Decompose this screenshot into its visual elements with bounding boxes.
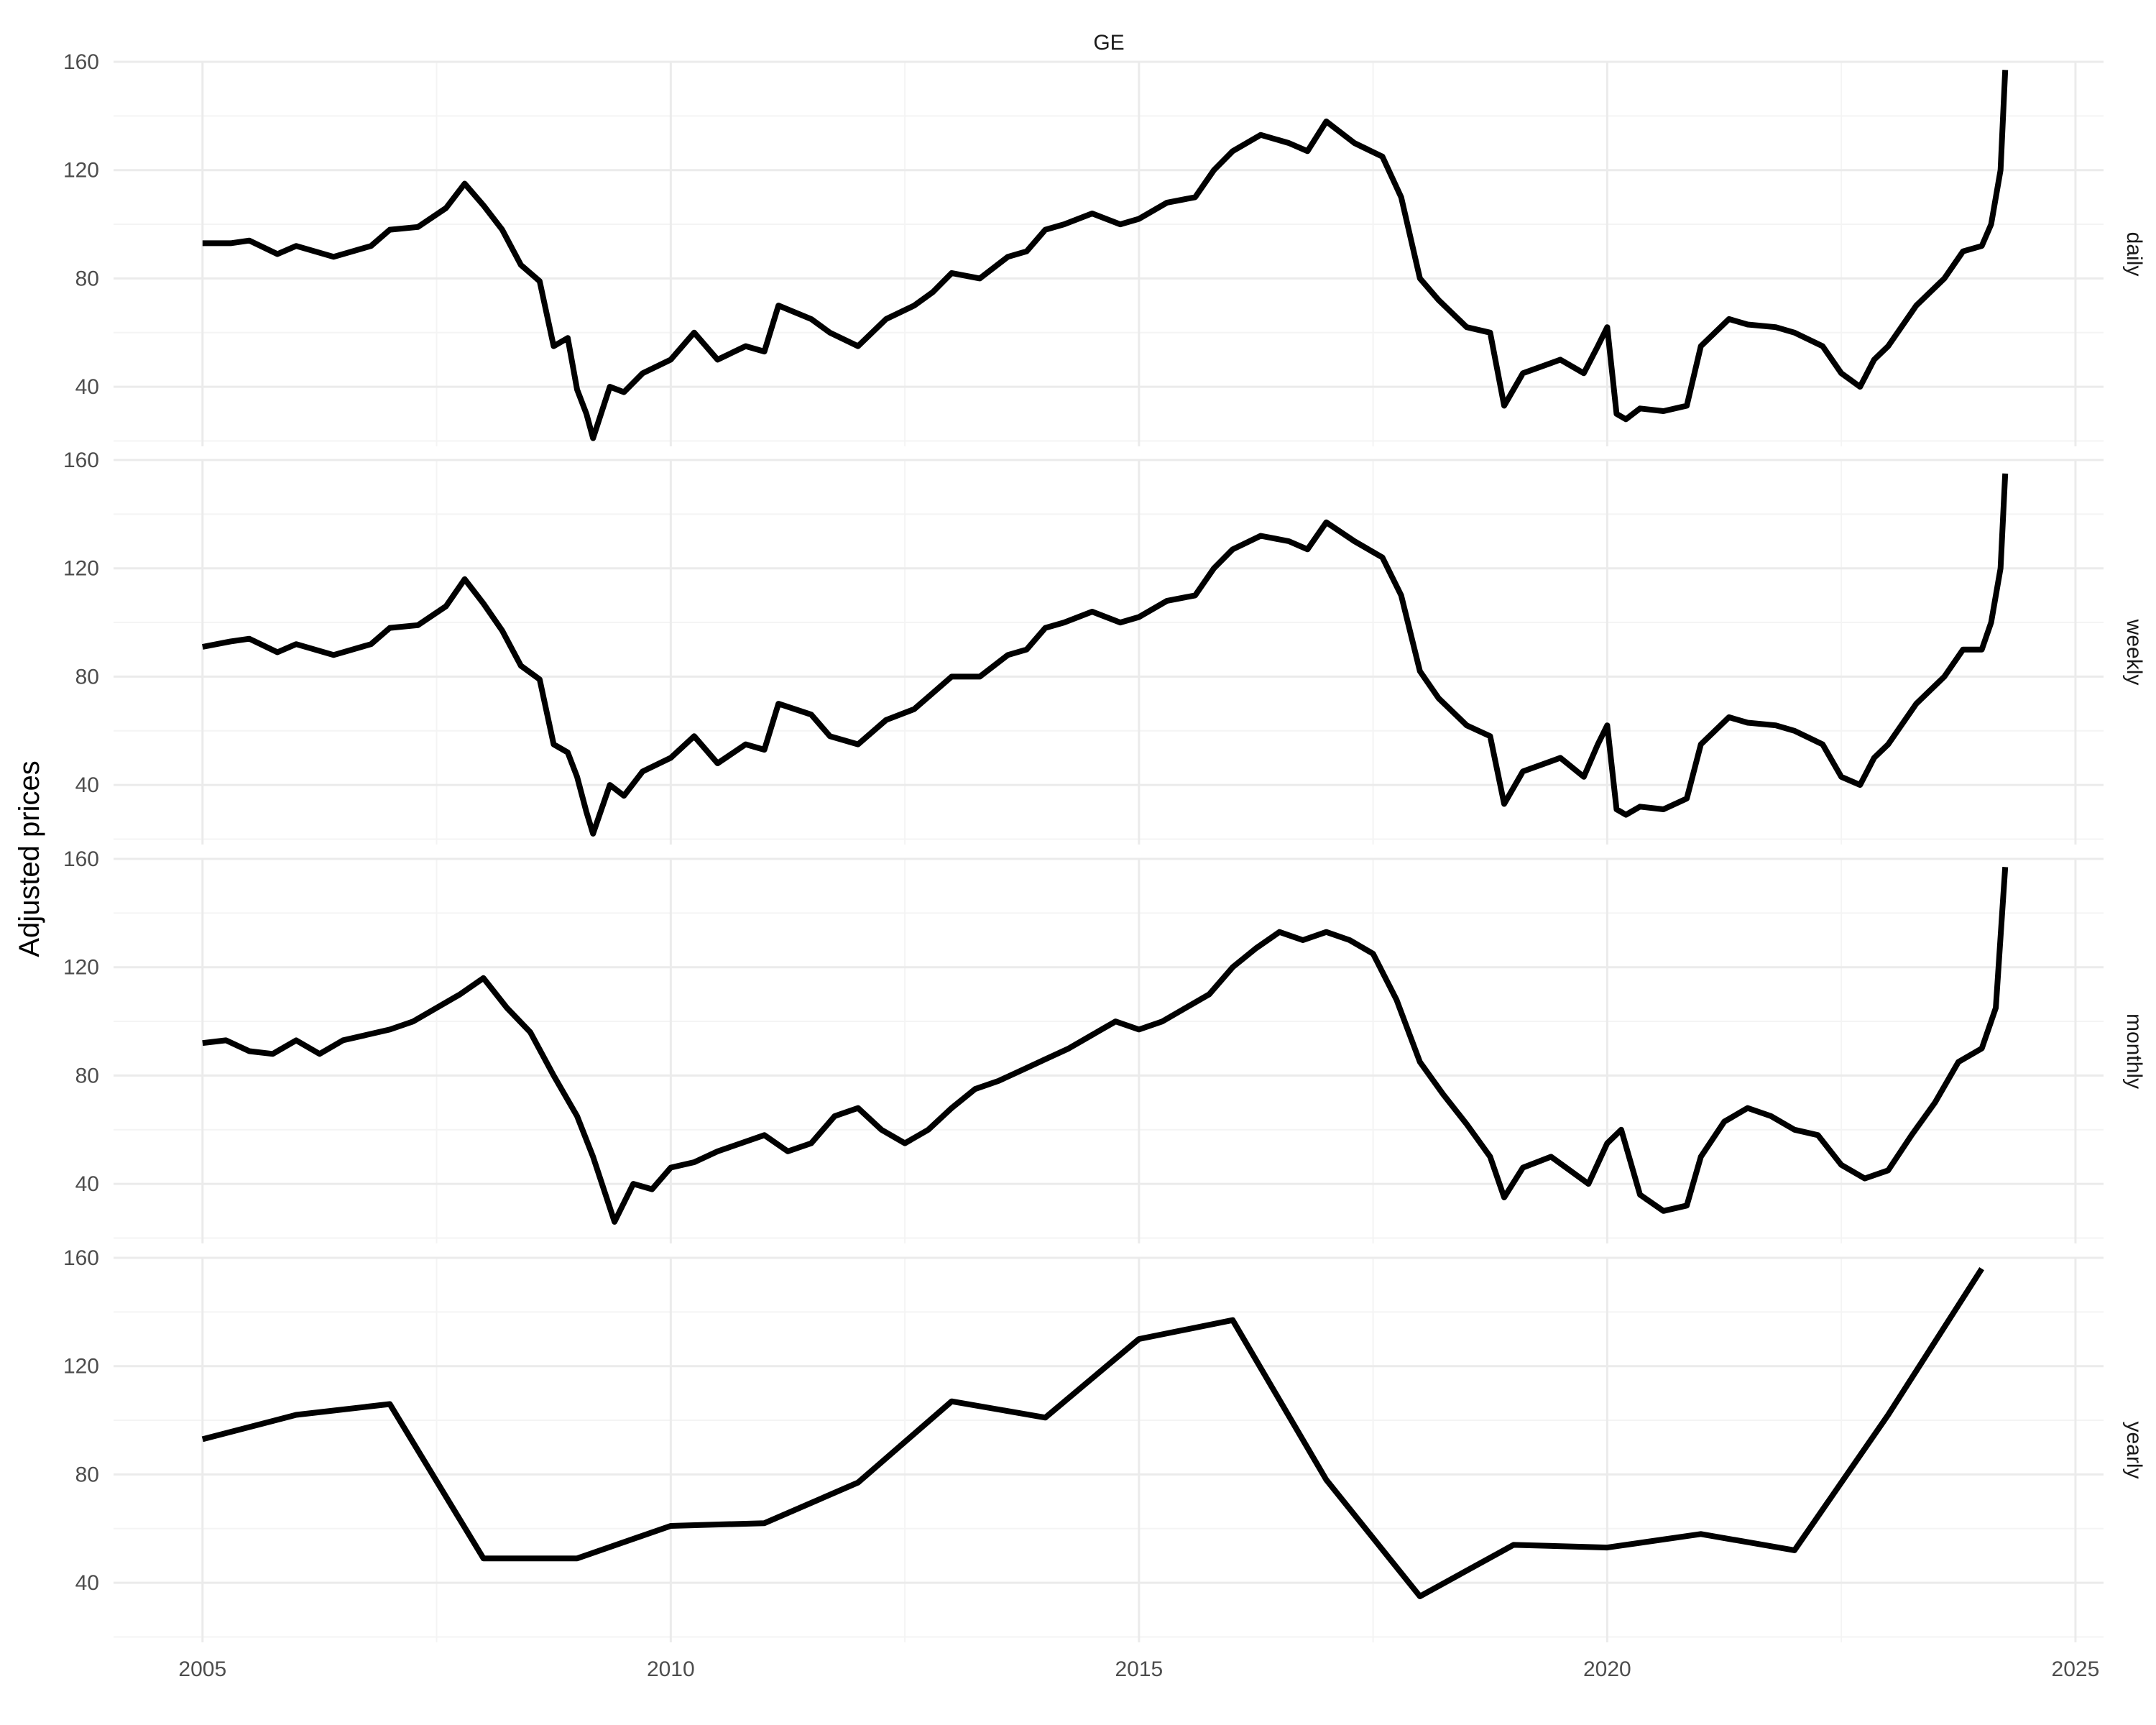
- y-tick-label: 160: [63, 1246, 99, 1270]
- y-tick-label: 120: [63, 1355, 99, 1379]
- panel-strip-label: daily: [2122, 232, 2146, 277]
- x-tick-label: 2025: [2052, 1657, 2100, 1681]
- y-tick-label: 160: [63, 847, 99, 871]
- y-tick-label: 40: [75, 1172, 99, 1196]
- panel-daily: 40 80 120 160 daily: [63, 50, 2146, 446]
- panel-strip-label: yearly: [2122, 1421, 2146, 1478]
- series-line-yearly: [201, 1266, 1984, 1599]
- panel-monthly: 40 80 120 160 monthly: [63, 847, 2146, 1243]
- x-axis-labels: 2005 2010 2015 2020 2025: [178, 1657, 2099, 1681]
- panels: 40 80 120 160 daily 40 80 120 160 weekly 40 80 120 16…: [63, 50, 2146, 1642]
- panel-yearly: 40 80 120 160 yearly: [63, 1246, 2146, 1642]
- y-tick-label: 160: [63, 50, 99, 74]
- series-line-daily: [202, 70, 2009, 441]
- series-line-monthly: [202, 867, 2009, 1225]
- x-tick-label: 2010: [647, 1657, 695, 1681]
- y-tick-label: 120: [63, 159, 99, 183]
- series-line-weekly: [202, 473, 2009, 837]
- y-tick-label: 120: [63, 557, 99, 581]
- y-tick-label: 40: [75, 1571, 99, 1595]
- y-tick-label: 160: [63, 448, 99, 472]
- x-tick-label: 2015: [1115, 1657, 1163, 1681]
- chart-title: GE: [1093, 31, 1124, 55]
- y-tick-label: 80: [75, 665, 99, 689]
- panel-weekly: 40 80 120 160 weekly: [63, 448, 2146, 845]
- y-axis-title: Adjusted prices: [14, 760, 45, 957]
- y-tick-label: 80: [75, 267, 99, 290]
- x-tick-label: 2005: [178, 1657, 226, 1681]
- y-tick-label: 40: [75, 375, 99, 399]
- y-tick-label: 120: [63, 956, 99, 980]
- y-tick-label: 40: [75, 773, 99, 797]
- panel-strip-label: monthly: [2122, 1013, 2146, 1089]
- x-tick-label: 2020: [1583, 1657, 1631, 1681]
- y-tick-label: 80: [75, 1463, 99, 1486]
- y-tick-label: 80: [75, 1064, 99, 1087]
- panel-strip-label: weekly: [2122, 619, 2146, 686]
